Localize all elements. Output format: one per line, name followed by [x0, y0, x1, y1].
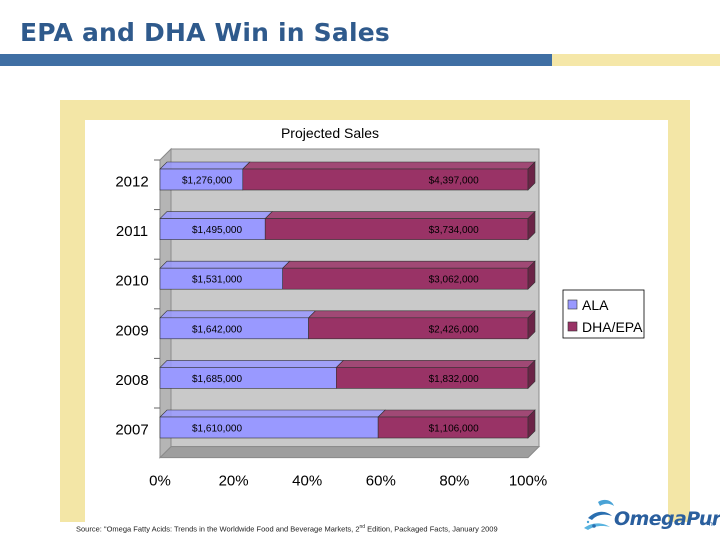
data-label: $1,610,000	[192, 424, 242, 435]
source-text-end: Edition, Packaged Facts, January 2009	[365, 524, 498, 534]
source-superscript: nd	[359, 524, 366, 530]
source-citation: Source: "Omega Fatty Acids: Trends in th…	[76, 524, 498, 534]
bar-segment-dhaepa-2010	[281, 260, 536, 290]
title-underline	[0, 54, 552, 66]
y-tick-label: 2010	[115, 273, 148, 290]
x-tick-label: 100%	[509, 473, 547, 490]
x-tick-label: 0%	[149, 473, 171, 490]
bar-segment-dhaepa-2007	[377, 409, 536, 439]
data-label: $1,832,000	[429, 374, 479, 385]
bar-segment-ala-2011	[159, 211, 273, 240]
omegapure-logo: OmegaPure TM	[582, 496, 720, 536]
data-label: $3,062,000	[429, 275, 479, 286]
legend-swatch	[567, 299, 578, 310]
y-tick-label: 2012	[115, 174, 148, 191]
logo-trademark: TM	[708, 522, 716, 528]
bar-segment-dhaepa-2011	[264, 210, 536, 241]
legend-swatch	[567, 321, 578, 332]
plot-back-wall	[170, 148, 540, 448]
data-label: $1,531,000	[192, 275, 242, 286]
data-label: $3,734,000	[429, 225, 479, 236]
bars: $1,610,000 $1,106,000 $1,685,000 $1,832,000…	[159, 161, 536, 439]
data-label: $1,685,000	[192, 374, 242, 385]
data-label: $1,642,000	[192, 324, 242, 335]
data-label: $1,276,000	[182, 176, 232, 187]
y-tick-label: 2011	[116, 223, 148, 240]
x-tick-label: 40%	[292, 473, 322, 490]
chart-legend: ALA DHA/EPA	[562, 289, 645, 339]
y-axis-labels: 2012 2011 2010 2009 2008 2007	[115, 159, 160, 439]
x-axis-labels: 0% 20% 40% 60% 80% 100%	[149, 473, 547, 490]
slide-title: EPA and DHA Win in Sales	[20, 18, 390, 47]
data-label: $2,426,000	[429, 324, 479, 335]
bar-segment-dhaepa-2009	[307, 310, 536, 340]
bar-segment-ala-2008	[159, 360, 345, 389]
bar-segment-dhaepa-2012	[242, 161, 536, 191]
y-tick-label: 2009	[115, 322, 148, 339]
plot-floor	[158, 446, 541, 459]
x-tick-label: 20%	[219, 473, 249, 490]
logo-text: OmegaPure	[614, 508, 720, 530]
bar-segment-dhaepa-2008	[335, 359, 536, 390]
source-text-start: Source: "Omega Fatty Acids: Trends in th…	[76, 524, 360, 534]
bar-segment-ala-2012	[159, 161, 251, 191]
projected-sales-chart: Projected Sales 2012 2011 2010 2009 2008 2007…	[115, 125, 645, 490]
y-tick-label: 2008	[115, 372, 148, 389]
x-tick-label: 80%	[439, 473, 469, 490]
data-label: $4,397,000	[429, 176, 479, 187]
legend-label: DHA/EPA	[582, 319, 643, 335]
data-label: $1,106,000	[429, 424, 479, 435]
bar-segment-ala-2009	[159, 310, 317, 340]
x-tick-label: 60%	[366, 473, 396, 490]
fish-wave-icon	[584, 499, 614, 530]
data-label: $1,495,000	[192, 225, 242, 236]
chart-title: Projected Sales	[281, 125, 379, 141]
y-tick-label: 2007	[115, 422, 148, 439]
bar-segment-ala-2010	[159, 260, 291, 290]
bar-segment-ala-2007	[159, 409, 386, 439]
legend-label: ALA	[582, 297, 609, 313]
